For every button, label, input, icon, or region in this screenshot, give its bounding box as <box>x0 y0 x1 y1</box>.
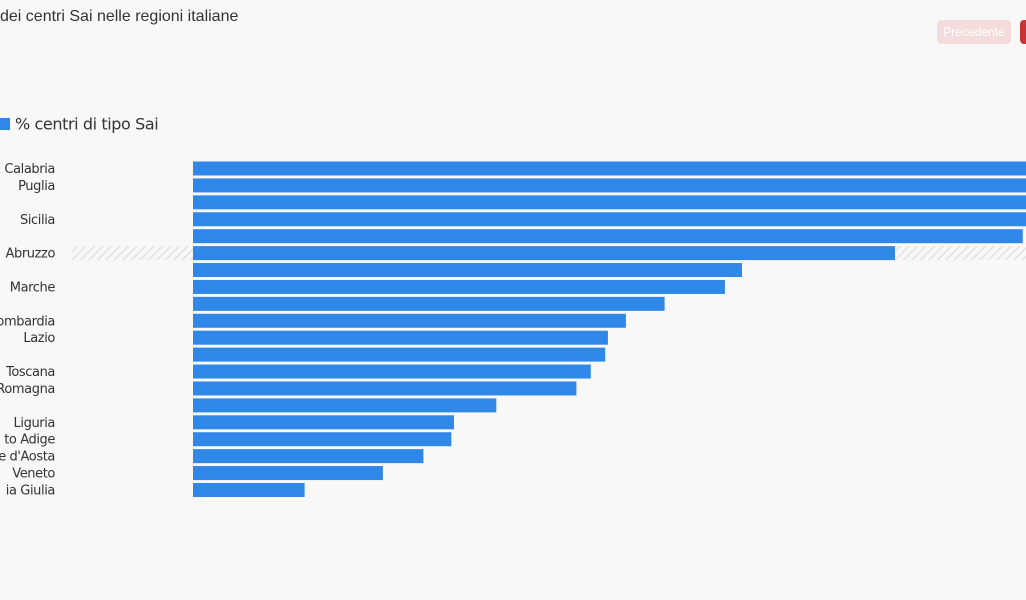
bar <box>193 161 1026 176</box>
y-tick-label: Liguria <box>14 416 55 431</box>
bar <box>193 229 1023 244</box>
y-tick-label: ombardia <box>0 314 55 329</box>
y-tick-label: to Adige <box>4 433 55 448</box>
chart-title: dei centri Sai nelle regioni italiane <box>0 8 239 25</box>
bar <box>193 178 1026 193</box>
bar <box>193 313 626 328</box>
bar <box>193 415 454 430</box>
y-tick-label: Lazio <box>23 331 55 346</box>
legend-swatch <box>0 118 10 130</box>
bar <box>193 246 895 261</box>
bar <box>193 432 452 447</box>
y-tick-label: Marche <box>10 280 56 295</box>
y-tick-label: Veneto <box>12 467 55 482</box>
y-tick-label: Toscana <box>5 365 55 380</box>
y-tick-label: e d'Aosta <box>0 450 55 465</box>
y-tick-label: ia Giulia <box>6 483 55 498</box>
next-button[interactable] <box>1020 20 1026 44</box>
bar <box>193 330 608 345</box>
legend-label: % centri di tipo Sai <box>15 115 158 134</box>
bar <box>193 296 665 311</box>
y-tick-label: Puglia <box>18 179 55 194</box>
y-tick-label: Calabria <box>4 162 55 177</box>
y-tick-label: Romagna <box>0 382 55 397</box>
previous-button[interactable]: Precedente <box>937 20 1011 44</box>
bar <box>193 347 606 362</box>
bar <box>193 449 424 464</box>
bar <box>193 212 1026 227</box>
bar <box>193 279 725 294</box>
bar <box>193 195 1026 210</box>
bar <box>193 364 591 379</box>
y-tick-label: Sicilia <box>20 213 55 228</box>
y-tick-label: Abruzzo <box>5 247 55 262</box>
bar <box>193 381 577 396</box>
bar <box>193 398 497 413</box>
bar <box>193 482 305 497</box>
bar <box>193 263 742 278</box>
bar <box>193 466 383 481</box>
